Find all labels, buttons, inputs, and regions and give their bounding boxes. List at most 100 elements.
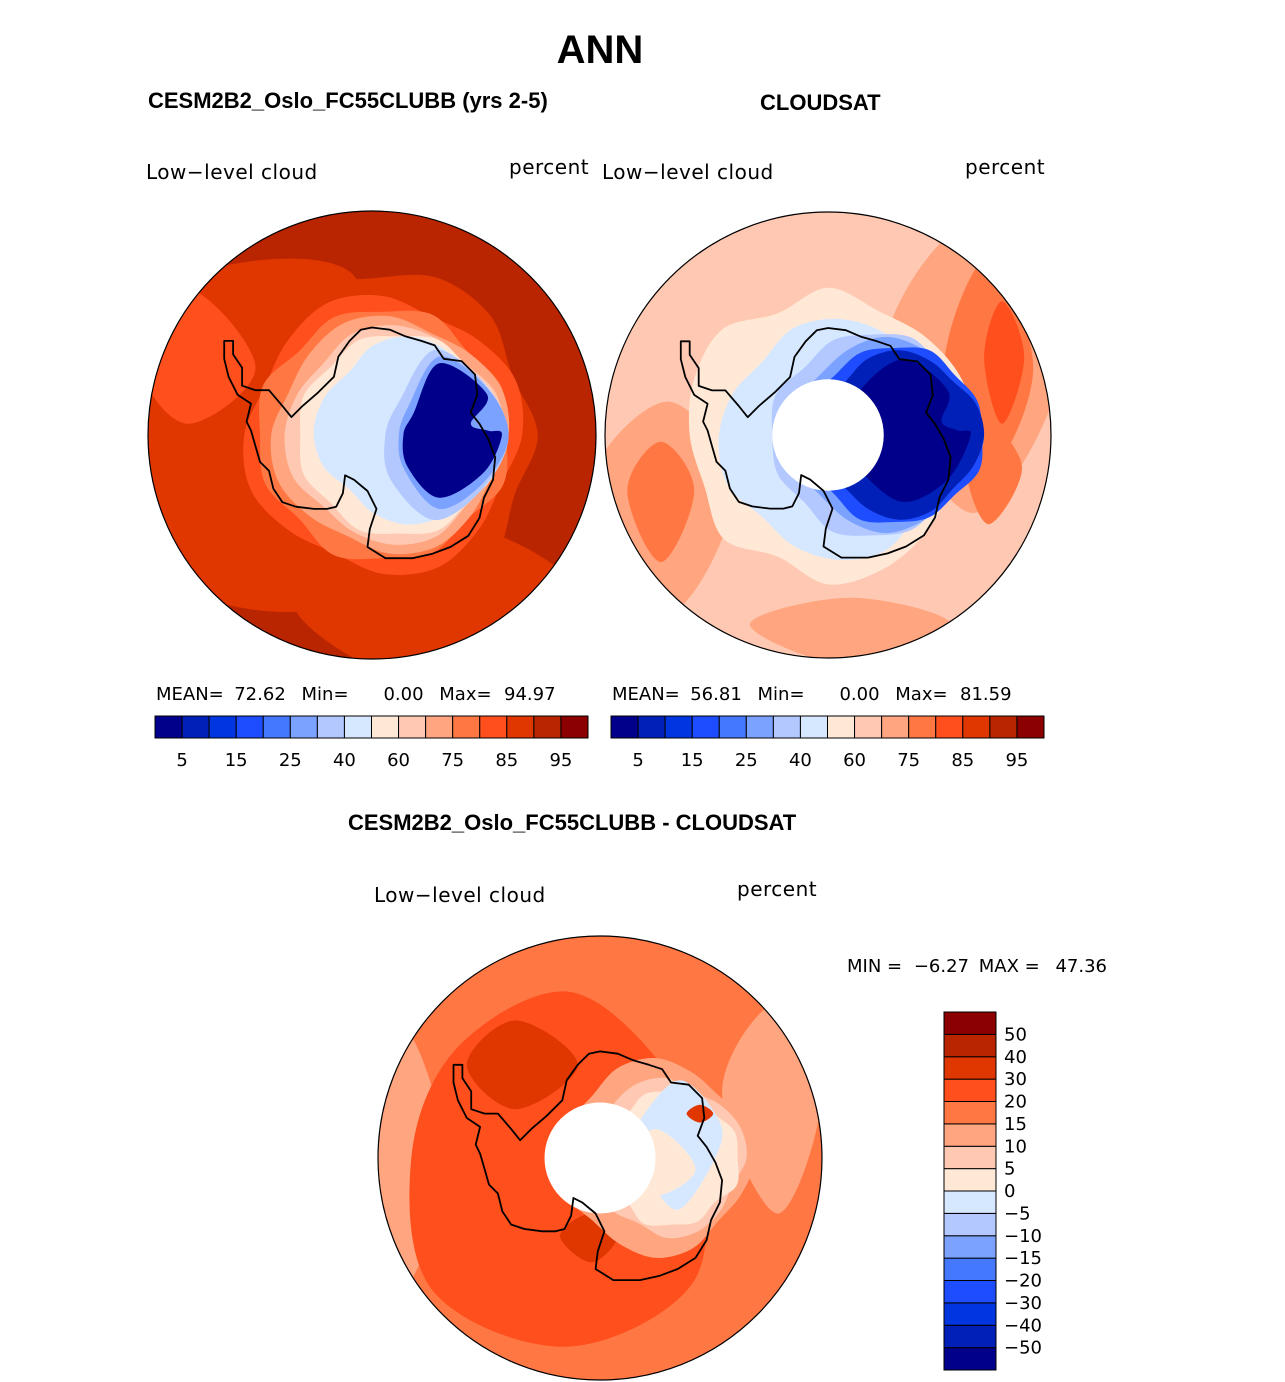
panel-title-model: CESM2B2_Oslo_FC55CLUBB (yrs 2-5) (148, 88, 548, 113)
min-value: −6.27 (913, 956, 970, 977)
colorbar-box-14 (533, 715, 562, 739)
colorbar-tick-label: 5 (1004, 1159, 1015, 1180)
colorbar-tick-label: 85 (495, 750, 518, 771)
colorbar-tick-label: 0 (1004, 1181, 1015, 1202)
colorbar-box-11 (452, 715, 481, 739)
min-value: 0.00 (383, 684, 424, 705)
colorbar-box-10 (881, 715, 910, 739)
colorbar-tick-label: −40 (1004, 1315, 1042, 1336)
colorbar-tick-label: 15 (1004, 1114, 1027, 1135)
map-border (147, 210, 597, 660)
colorbar-tick-label: 50 (1004, 1024, 1027, 1045)
colorbar-tick-label: 40 (789, 750, 812, 771)
max-label: MAX = (978, 956, 1040, 977)
colorbar-tick-label: 5 (176, 750, 187, 771)
colorbar-tick-label: 15 (225, 750, 248, 771)
colorbar-box-6 (772, 715, 801, 739)
contour-fill-group (605, 212, 1051, 658)
colorbar-box-10 (943, 1123, 997, 1147)
colorbar-box-12 (943, 1078, 997, 1102)
map-1-group (604, 211, 1052, 659)
colorbar-tick-label: 75 (441, 750, 464, 771)
mean-value: 56.81 (690, 684, 742, 705)
colorbar-tick-label: 75 (897, 750, 920, 771)
colorbar-box-5 (943, 1235, 997, 1259)
mean-label: MEAN= (612, 684, 680, 705)
variable-label-model: Low−level cloud (146, 160, 318, 184)
colorbar-tick-label: 10 (1004, 1136, 1027, 1157)
colorbar-box-15 (560, 715, 589, 739)
colorbar-tick-label: 95 (549, 750, 572, 771)
colorbar-box-11 (908, 715, 937, 739)
colorbar-box-3 (691, 715, 720, 739)
colorbar-box-6 (316, 715, 345, 739)
min-label: Min= (757, 684, 805, 705)
colorbar-box-13 (943, 1056, 997, 1080)
colorbar-box-12 (479, 715, 508, 739)
max-label: Max= (439, 684, 492, 705)
contour-fill-group (378, 936, 822, 1380)
map-border (377, 935, 823, 1381)
colorbar-box-10 (425, 715, 454, 739)
units-label-obs: percent (965, 155, 1046, 179)
antarctica-coastline (679, 327, 952, 559)
mean-label: MEAN= (156, 684, 224, 705)
colorbar-box-8 (943, 1168, 997, 1192)
colorbar-box-5 (745, 715, 774, 739)
map-0-group (147, 210, 597, 660)
panel-title-obs: CLOUDSAT (760, 90, 881, 115)
colorbar-tick-label: 15 (681, 750, 704, 771)
colorbar-tick-label: −20 (1004, 1271, 1042, 1292)
colorbar-tick-label: −10 (1004, 1226, 1042, 1247)
colorbar-box-0 (610, 715, 639, 739)
antarctica-coastline (223, 326, 497, 560)
colorbar-tick-label: 20 (1004, 1092, 1027, 1113)
colorbar-box-9 (398, 715, 427, 739)
antarctica-coastline (452, 1050, 723, 1281)
colorbar-box-4 (262, 715, 291, 739)
panel-title-diff: CESM2B2_Oslo_FC55CLUBB - CLOUDSAT (348, 810, 797, 835)
colorbar-tick-label: 25 (279, 750, 302, 771)
map-border (604, 211, 1052, 659)
colorbar-tick-label: −30 (1004, 1293, 1042, 1314)
colorbar-box-2 (664, 715, 693, 739)
colorbar-box-7 (343, 715, 372, 739)
min-label: Min= (301, 684, 349, 705)
colorbar-cesm2b2-oslo-fc55clubb-yrs-2-5-: 5 15 25 40 60 75 85 95 (154, 715, 589, 771)
contour-fill-group (148, 211, 596, 659)
contour-region-4 (466, 1020, 578, 1110)
contour-region-11 (686, 1104, 714, 1123)
colorbar-tick-label: −5 (1004, 1203, 1031, 1224)
colorbar-box-9 (854, 715, 883, 739)
colorbar-tick-label: −15 (1004, 1248, 1042, 1269)
colorbar-tick-label: −50 (1004, 1338, 1042, 1359)
colorbar-tick-label: 95 (1005, 750, 1028, 771)
map-2-group (377, 935, 823, 1381)
colorbar-box-8 (827, 715, 856, 739)
colorbar-box-12 (935, 715, 964, 739)
contour-region-7 (984, 301, 1025, 424)
colorbar-tick-label: 60 (843, 750, 866, 771)
stats-model: MEAN= 72.62 Min= 0.00 Max= 94.97 (156, 684, 556, 705)
units-label-model: percent (509, 155, 590, 179)
colorbar-tick-label: 40 (333, 750, 356, 771)
max-value: 47.36 (1055, 956, 1107, 977)
colorbar-box-0 (943, 1347, 997, 1371)
colorbar-tick-label: 25 (735, 750, 758, 771)
colorbar-tick-label: 60 (387, 750, 410, 771)
colorbar-cloudsat: 5 15 25 40 60 75 85 95 (610, 715, 1045, 771)
colorbar-box-1 (637, 715, 666, 739)
colorbar-box-9 (943, 1145, 997, 1170)
colorbar-box-5 (289, 715, 318, 739)
min-label: MIN = (847, 956, 903, 977)
colorbar-box-11 (943, 1101, 997, 1125)
colorbar-tick-label: 40 (1004, 1047, 1027, 1068)
stats-obs: MEAN= 56.81 Min= 0.00 Max= 81.59 (612, 684, 1012, 705)
colorbar-tick-label: 5 (632, 750, 643, 771)
colorbar-box-7 (799, 715, 828, 739)
colorbar-box-7 (943, 1190, 997, 1214)
colorbar-box-2 (943, 1302, 997, 1326)
colorbar-box-15 (1016, 715, 1045, 739)
missing-data-polar-cap (544, 1102, 656, 1214)
